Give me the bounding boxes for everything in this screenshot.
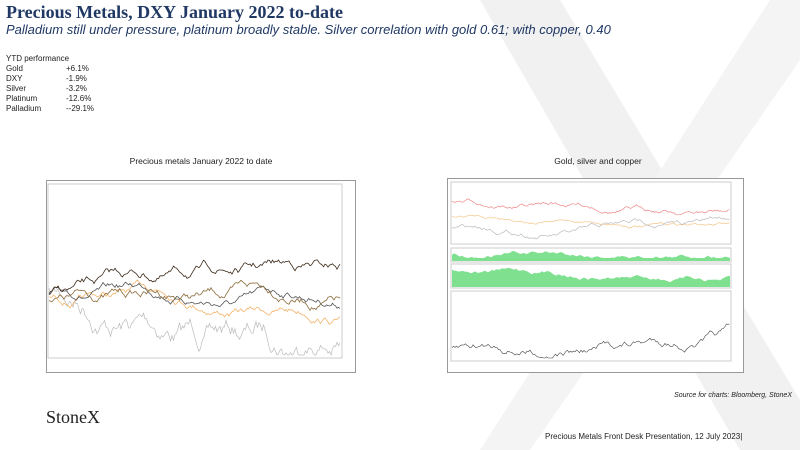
ytd-row: Palladium --29.1% [6, 104, 94, 114]
panel [450, 181, 732, 245]
ytd-name: Gold [6, 64, 23, 73]
decorative-area [452, 267, 730, 287]
panel [450, 290, 732, 362]
decorative-line [48, 279, 341, 312]
ytd-value: --29.1% [66, 104, 95, 113]
decorative-line [451, 214, 730, 229]
footer: Precious Metals Front Desk Presentation,… [545, 432, 743, 441]
decorative-line [48, 286, 341, 357]
ytd-table: Gold +6.1% DXY -1.9% Silver -3.2% Platinum -12.… [6, 64, 94, 114]
ytd-row: Silver -3.2% [6, 84, 94, 94]
ytd-value: -3.2% [66, 84, 87, 93]
decorative-line [48, 279, 341, 325]
ytd-name: Palladium [6, 104, 42, 113]
ytd-value: +6.1% [66, 64, 89, 73]
decorative-line [48, 281, 341, 309]
decorative-line [48, 259, 341, 295]
chart-title: Gold, silver and copper [554, 156, 642, 166]
plot-area [47, 183, 343, 359]
ytd-block: YTD performance Gold +6.1% DXY -1.9% Silver -… [6, 54, 94, 114]
ytd-name: DXY [6, 74, 23, 83]
title: Precious Metals, DXY January 2022 to-dat… [6, 2, 343, 22]
decorative-line [451, 216, 730, 240]
ytd-row: DXY -1.9% [6, 74, 94, 84]
chart-image [447, 178, 744, 373]
ytd-name: Silver [6, 84, 27, 93]
ytd-row: Platinum -12.6% [6, 94, 94, 104]
ytd-value: -12.6% [66, 94, 92, 103]
subtitle: Palladium still under pressure, platinum… [6, 22, 611, 37]
logo: StoneX [46, 407, 100, 427]
ytd-name: Platinum [6, 94, 38, 103]
decorative-line [451, 323, 730, 359]
ytd-value: -1.9% [66, 74, 87, 83]
decorative-line [451, 198, 730, 216]
ytd-heading: YTD performance [6, 54, 70, 63]
source-note: Source for charts: Bloomberg, StoneX [674, 392, 792, 399]
chart-image [46, 180, 356, 373]
ytd-row: Gold +6.1% [6, 64, 94, 74]
chart-title: Precious metals January 2022 to date [129, 156, 273, 166]
decorative-area [452, 251, 730, 261]
